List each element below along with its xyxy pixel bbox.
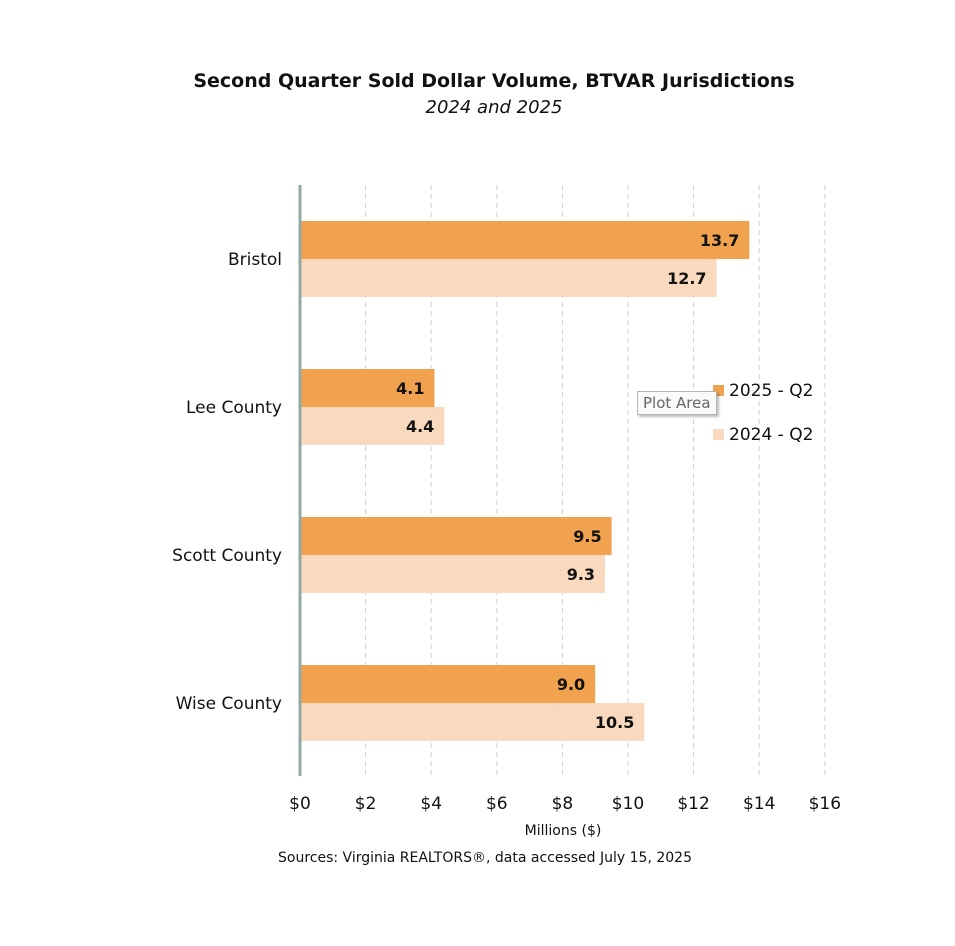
x-axis-title: Millions ($) [525, 823, 602, 839]
data-label: 12.7 [667, 269, 706, 288]
x-tick-label: $0 [289, 794, 311, 814]
chart-subtitle: 2024 and 2025 [425, 97, 563, 118]
x-tick-label: $2 [355, 794, 377, 814]
bar[interactable] [301, 221, 750, 259]
legend-swatch [713, 429, 724, 440]
source-note: Sources: Virginia REALTORS®, data access… [278, 850, 692, 866]
category-label: Scott County [172, 546, 282, 566]
data-label: 9.3 [567, 565, 595, 584]
data-label: 13.7 [700, 231, 739, 250]
category-label: Wise County [176, 694, 282, 714]
value-labels: 13.7 12.7 4.1 4.4 9.5 9.3 9.0 10.5 [396, 231, 739, 732]
plot-area-tooltip: Plot Area [637, 391, 717, 415]
x-tick-label: $8 [552, 794, 574, 814]
legend-label: 2025 - Q2 [729, 381, 813, 401]
category-labels: Bristol Lee County Scott County Wise County [172, 250, 282, 714]
data-label: 4.1 [396, 379, 424, 398]
x-tick-label: $14 [743, 794, 775, 814]
bar[interactable] [301, 555, 606, 593]
bar[interactable] [301, 407, 445, 445]
bar[interactable] [301, 259, 717, 297]
data-label: 4.4 [406, 417, 434, 436]
bars [301, 221, 750, 741]
tick-labels: $0 $2 $4 $6 $8 $10 $12 $14 $16 [289, 794, 841, 814]
legend-label: 2024 - Q2 [729, 425, 813, 445]
legend[interactable]: 2025 - Q2 2024 - Q2 [713, 381, 813, 445]
category-label: Bristol [228, 250, 282, 270]
x-tick-label: $16 [809, 794, 841, 814]
data-label: 10.5 [595, 713, 634, 732]
category-label: Lee County [186, 398, 282, 418]
data-label: 9.0 [557, 675, 585, 694]
data-label: 9.5 [573, 527, 601, 546]
x-tick-label: $4 [420, 794, 442, 814]
bar[interactable] [301, 665, 596, 703]
bar[interactable] [301, 703, 645, 741]
bar[interactable] [301, 517, 612, 555]
chart-title: Second Quarter Sold Dollar Volume, BTVAR… [193, 70, 795, 92]
legend-swatch [713, 385, 724, 396]
bar[interactable] [301, 369, 435, 407]
x-tick-label: $12 [677, 794, 709, 814]
x-tick-label: $10 [612, 794, 644, 814]
x-tick-label: $6 [486, 794, 508, 814]
